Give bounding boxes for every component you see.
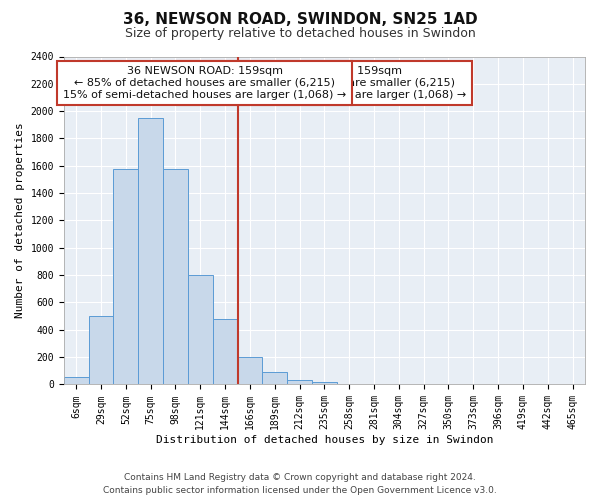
Bar xyxy=(287,380,312,384)
Bar xyxy=(212,319,238,384)
X-axis label: Distribution of detached houses by size in Swindon: Distribution of detached houses by size … xyxy=(155,435,493,445)
Text: 36 NEWSON ROAD: 159sqm
← 85% of detached houses are smaller (6,215)
15% of semi-: 36 NEWSON ROAD: 159sqm ← 85% of detached… xyxy=(183,66,466,100)
Text: 36, NEWSON ROAD, SWINDON, SN25 1AD: 36, NEWSON ROAD, SWINDON, SN25 1AD xyxy=(122,12,478,28)
Text: Contains HM Land Registry data © Crown copyright and database right 2024.
Contai: Contains HM Land Registry data © Crown c… xyxy=(103,473,497,495)
Bar xyxy=(312,382,337,384)
Bar xyxy=(64,377,89,384)
Y-axis label: Number of detached properties: Number of detached properties xyxy=(15,122,25,318)
Bar xyxy=(113,168,138,384)
Bar xyxy=(89,316,113,384)
Bar xyxy=(138,118,163,384)
Bar xyxy=(262,372,287,384)
Text: Size of property relative to detached houses in Swindon: Size of property relative to detached ho… xyxy=(125,28,475,40)
Bar xyxy=(163,168,188,384)
Text: 36 NEWSON ROAD: 159sqm
← 85% of detached houses are smaller (6,215)
15% of semi-: 36 NEWSON ROAD: 159sqm ← 85% of detached… xyxy=(63,66,346,100)
Bar xyxy=(188,275,212,384)
Bar xyxy=(238,357,262,384)
